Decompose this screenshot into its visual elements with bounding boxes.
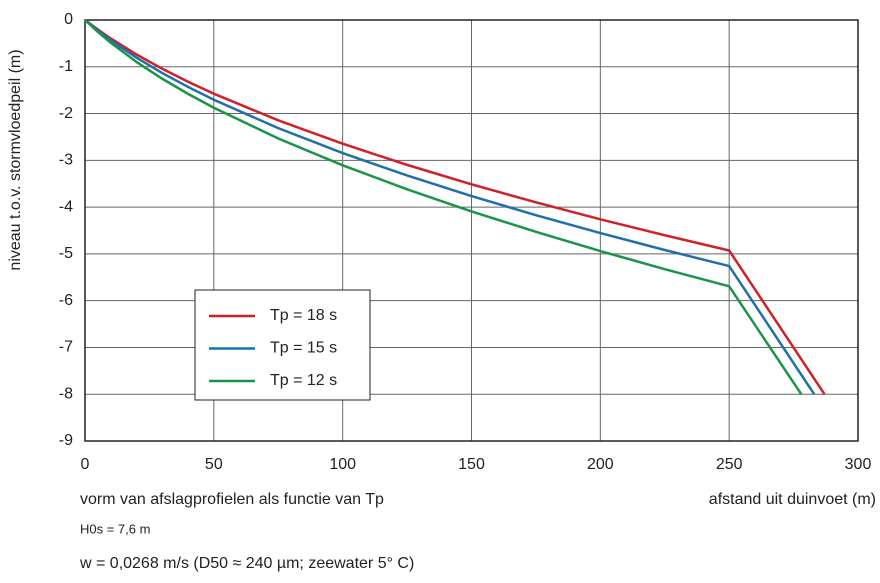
x-axis-label: afstand uit duinvoet (m) [709,491,876,508]
x-tick-label: 250 [716,456,743,473]
note: H0s = 7,6 m [80,521,150,536]
x-tick-label: 50 [205,456,223,473]
legend-label: Tp = 18 s [270,307,337,324]
legend-box [194,289,371,401]
y-tick-label: -5 [59,245,73,262]
series-line [84,19,816,395]
y-tick-label: 0 [64,11,73,28]
y-tick-label: -8 [59,385,73,402]
legend-label: Tp = 15 s [270,340,337,357]
series-line [84,18,826,395]
x-tick-label: 300 [845,456,872,473]
x-tick-label: 100 [329,456,356,473]
x-tick-label: 200 [587,456,614,473]
y-axis-label: niveau t.o.v. stormvloedpeil (m) [7,49,24,270]
y-tick-label: -3 [59,152,73,169]
y-tick-label: -7 [59,339,73,356]
note: w = 0,0268 m/s (D50 ≈ 240 µm; zeewater 5… [79,555,414,572]
x-tick-label: 150 [458,456,485,473]
note: vorm van afslagprofielen als functie van… [80,491,384,508]
x-tick-label: 0 [81,456,90,473]
plot-frame [84,19,859,442]
series-line [84,19,803,395]
y-tick-label: -6 [59,292,73,309]
y-tick-label: -9 [59,432,73,449]
y-tick-label: -2 [59,105,73,122]
legend-label: Tp = 12 s [270,372,337,389]
y-tick-label: -4 [59,198,73,215]
y-tick-label: -1 [59,58,73,75]
